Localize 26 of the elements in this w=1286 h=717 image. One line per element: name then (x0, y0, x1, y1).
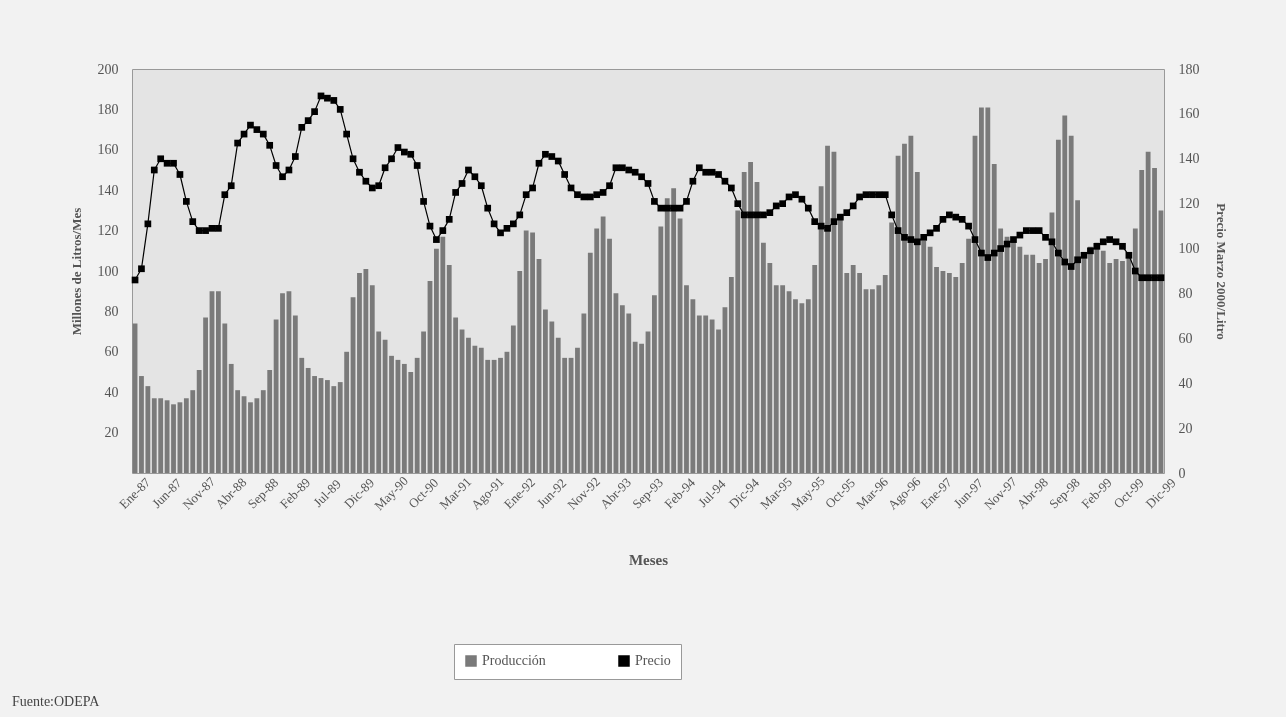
source-note: Fuente:ODEPA (12, 694, 100, 710)
y2-tick-label: 40 (1178, 375, 1193, 391)
y-tick-label: 160 (97, 142, 119, 158)
y-tick-label: 60 (104, 344, 119, 360)
y2-tick-label: 160 (1178, 106, 1200, 122)
y-axis-title: Millones de Litros/Mes (68, 207, 84, 336)
y2-tick-label: 20 (1178, 420, 1193, 436)
x-axis-title: Meses (628, 552, 669, 568)
y-tick-label: 20 (104, 425, 119, 441)
y2-axis-title: Precio Marzo 2000/Litro (1213, 203, 1229, 340)
y-tick-label: 180 (97, 101, 119, 117)
y-tick-label: 100 (97, 263, 119, 279)
y2-tick-label: 140 (1178, 151, 1200, 167)
y-tick-label: 40 (104, 384, 119, 400)
y2-tick-label: 80 (1178, 285, 1193, 301)
y2-tick-label: 120 (1178, 196, 1200, 212)
y2-tick-label: 60 (1178, 330, 1193, 346)
y-tick-label: 200 (97, 61, 119, 77)
y2-tick-label: 180 (1178, 61, 1200, 77)
y-tick-label: 140 (97, 182, 119, 198)
legend-label: Producción (482, 653, 546, 668)
y2-tick-label: 100 (1178, 241, 1200, 257)
y2-tick-label: 0 (1178, 465, 1186, 481)
legend-label: Precio (635, 653, 671, 668)
y-tick-label: 120 (97, 223, 119, 239)
y-tick-label: 80 (104, 303, 119, 319)
